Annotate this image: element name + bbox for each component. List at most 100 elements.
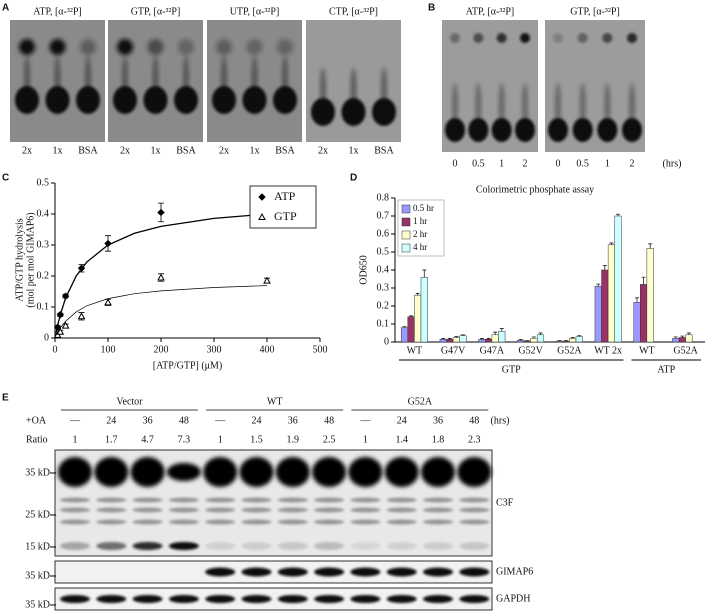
row-label: +OA — [26, 415, 47, 426]
data-point — [61, 292, 70, 300]
band — [241, 507, 272, 513]
gel-title: GTP, [α-³²P] — [131, 6, 181, 17]
spot — [548, 118, 568, 142]
fit-curve — [55, 213, 268, 333]
marker-label: 25 kD — [25, 509, 50, 520]
y-tick-label: 0.7 — [377, 210, 390, 221]
spot — [445, 118, 465, 142]
band — [132, 519, 163, 525]
spot — [216, 39, 232, 55]
error-bar — [447, 338, 452, 340]
error-bar — [415, 293, 420, 296]
lane-label: 2x — [318, 145, 328, 156]
lane-label: BSA — [275, 145, 295, 156]
spot — [113, 86, 137, 114]
band — [132, 595, 163, 603]
x-tick-label: G52V — [518, 345, 543, 356]
spot — [174, 86, 198, 114]
panel-label: D — [350, 173, 357, 184]
error-bar — [409, 315, 414, 317]
ratio-label: 2.3 — [468, 434, 481, 445]
panel-label: A — [2, 3, 9, 14]
data-point — [104, 239, 112, 248]
ratio-label: 1.5 — [250, 434, 263, 445]
blot — [54, 560, 493, 584]
spot — [246, 39, 263, 55]
error-bar — [531, 336, 536, 339]
chart-title: Colorimetric phosphate assay — [476, 184, 594, 195]
error-bar — [596, 283, 601, 287]
band — [96, 519, 127, 525]
bar — [439, 339, 447, 343]
bar — [452, 337, 460, 343]
band — [94, 457, 129, 487]
spot — [622, 118, 642, 142]
y-tick-label: 0.2 — [37, 270, 50, 281]
band — [205, 497, 236, 503]
spot — [468, 118, 489, 142]
band — [350, 567, 381, 577]
bar — [685, 334, 693, 343]
lane-label: 0.5 — [472, 158, 485, 169]
band — [348, 457, 383, 487]
data-point — [157, 208, 165, 217]
spot-tail — [475, 83, 482, 127]
spot — [143, 86, 168, 114]
lane-label: BSA — [78, 145, 98, 156]
group-label: ATP — [657, 364, 675, 375]
legend-marker — [258, 193, 266, 201]
band — [205, 595, 236, 603]
blot-label: GAPDH — [496, 593, 530, 604]
band — [423, 519, 453, 525]
bar — [555, 340, 564, 343]
y-tick-label: 0.4 — [37, 208, 50, 219]
band — [277, 567, 308, 577]
band — [60, 507, 90, 513]
band — [168, 542, 199, 550]
legend-label: 2 hr — [413, 229, 427, 239]
band — [314, 595, 345, 603]
y-tick-label: 0.5 — [377, 246, 390, 257]
spot — [520, 33, 530, 43]
spot — [491, 118, 512, 142]
lane-label: 1 — [499, 158, 504, 169]
spot — [341, 98, 366, 126]
bar — [536, 334, 545, 343]
band — [350, 542, 381, 550]
band — [60, 519, 90, 525]
bar — [601, 269, 609, 343]
band — [423, 497, 453, 503]
lane-label: 1x — [250, 145, 260, 156]
group-label: Vector — [116, 396, 143, 407]
spot — [553, 33, 563, 43]
band — [168, 507, 199, 513]
legend-swatch — [401, 230, 411, 240]
band — [239, 457, 274, 487]
band — [457, 457, 492, 487]
band — [130, 457, 165, 487]
data-point — [263, 276, 271, 284]
band — [205, 542, 236, 550]
data-point — [77, 312, 86, 320]
y-tick-label: 0.4 — [377, 264, 390, 275]
group-label: WT — [267, 396, 283, 407]
ratio-label: 1 — [73, 434, 78, 445]
error-bar — [441, 338, 446, 340]
spot — [577, 33, 588, 43]
band — [386, 542, 417, 550]
band — [205, 507, 236, 513]
ratio-label: 1.9 — [287, 434, 300, 445]
x-tick-label: WT — [407, 345, 423, 356]
spot — [45, 86, 70, 114]
error-bar — [673, 336, 678, 339]
band — [241, 595, 272, 603]
bar — [517, 339, 525, 343]
data-point — [77, 264, 86, 272]
spot — [242, 86, 267, 114]
bar — [400, 327, 409, 343]
error-bar — [557, 340, 562, 342]
marker-label: 35 kD — [25, 599, 50, 610]
bar — [414, 294, 422, 343]
blot-label: GIMAP6 — [496, 566, 533, 577]
band — [350, 595, 381, 603]
